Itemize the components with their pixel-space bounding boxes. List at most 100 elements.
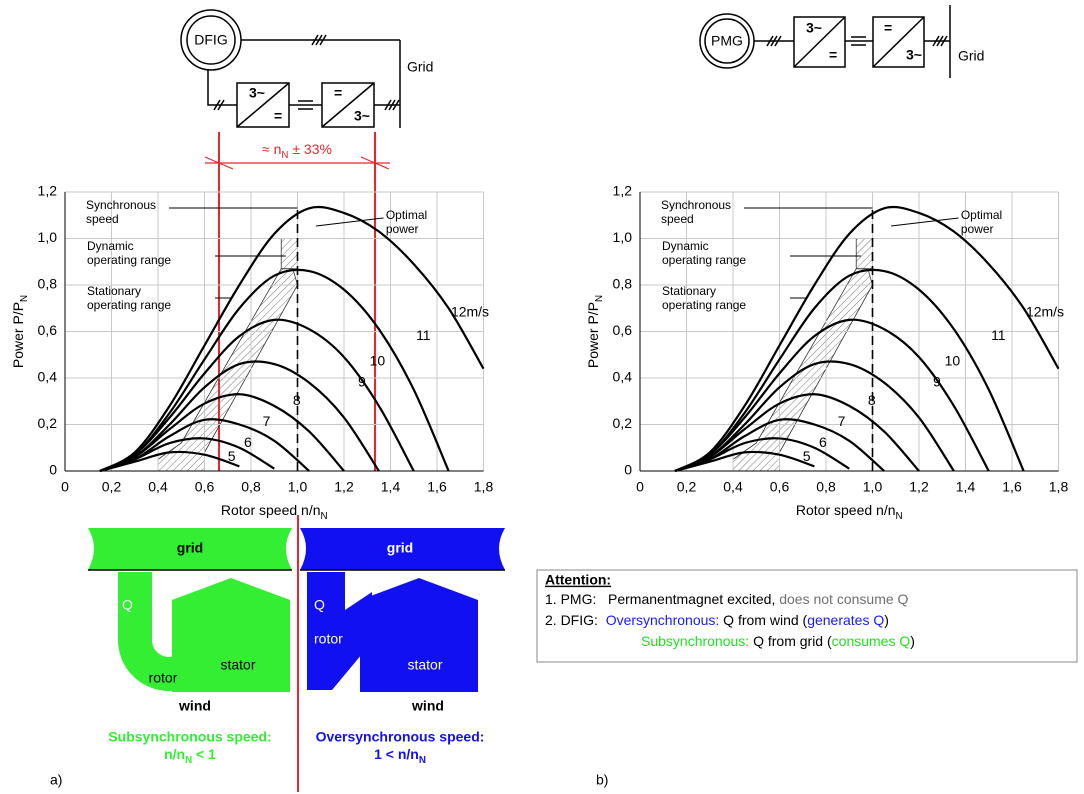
rotor-flow <box>118 572 220 691</box>
rotor-label: rotor <box>314 631 343 647</box>
attention-box <box>536 569 1078 663</box>
y-tick-label: 1,2 <box>613 183 633 199</box>
x-tick-label: 0,8 <box>816 479 836 495</box>
range-ticks <box>204 156 390 170</box>
grid-label: Grid <box>407 59 433 75</box>
y-tick-label: 0,8 <box>38 276 58 292</box>
curve-label: 12m/s <box>451 304 489 320</box>
x-tick-label: 0,6 <box>770 479 790 495</box>
attention-segment: Q from grid ( <box>749 633 832 649</box>
power-curve <box>99 268 450 473</box>
rotor-line <box>207 70 237 106</box>
subscript: N <box>896 511 903 522</box>
generator-label: PMG <box>711 33 743 49</box>
x-tick-label: 1,6 <box>1002 479 1022 495</box>
stator-label: stator <box>407 657 442 673</box>
attention-line: Subsynchronous: Q from grid (consumes Q) <box>641 633 915 649</box>
converter-box <box>793 16 846 68</box>
power-curve <box>99 205 485 472</box>
curve-label: 10 <box>370 352 386 368</box>
x-tick-label: 0,8 <box>241 479 261 495</box>
annotation: power <box>961 222 994 236</box>
annotation: Dynamic <box>662 239 709 253</box>
annotation: Synchronous <box>661 198 731 212</box>
curve-label: 5 <box>803 448 811 464</box>
text-part: n/n <box>164 746 185 762</box>
attention-segment: does not consume Q <box>779 591 908 607</box>
x-tick-label: 1,4 <box>381 479 401 495</box>
grid-label: grid <box>387 540 413 556</box>
x-tick-label: 0 <box>636 479 644 495</box>
attention-segment: Subsynchronous: <box>641 633 749 649</box>
generator-inner <box>704 18 750 64</box>
grid-band <box>88 528 292 570</box>
annotation: operating range <box>662 298 746 312</box>
annotation: Dynamic <box>87 239 134 253</box>
oversynchronous-diagram <box>300 528 505 692</box>
subscript: N <box>594 295 605 302</box>
converter-label: = <box>829 47 837 63</box>
grid-band <box>300 528 505 570</box>
attention-segment: 1. PMG: Permanentmagnet excited, <box>545 591 779 607</box>
attention-segment: generates Q <box>807 612 884 628</box>
curve-label: 11 <box>416 327 431 343</box>
x-tick-label: 0 <box>61 479 69 495</box>
subscript: N <box>321 511 328 522</box>
power-chart: 0 0,2 0,4 0,6 0,8 1,0 1,2 0 0,2 0,4 0,6 0,8 1,0 1,2 1,… <box>585 183 1069 522</box>
y-tick-label: 1,0 <box>613 229 633 245</box>
attention-segment: 2. DFIG: <box>545 612 606 628</box>
y-tick-label: 1,0 <box>38 229 58 245</box>
curve-label: 8 <box>293 392 301 408</box>
q-label: Q <box>122 597 133 613</box>
stator-label: stator <box>220 657 255 673</box>
text-part: ≈ n <box>262 141 281 157</box>
y-tick-label: 0,6 <box>613 322 633 338</box>
stator-flow <box>360 578 478 692</box>
converter-box <box>872 16 925 68</box>
annotation: Stationary <box>87 284 141 298</box>
subscript: N <box>185 755 192 766</box>
converter-diagonal <box>872 16 925 68</box>
power-curve <box>674 268 1025 473</box>
y-tick-label: 0,4 <box>613 369 633 385</box>
curve-label: 7 <box>263 413 271 429</box>
annotation: Stationary <box>662 284 716 298</box>
attention-segment: ) <box>884 612 889 628</box>
x-tick-label: 0,4 <box>723 479 743 495</box>
annotation: Optimal <box>961 208 1002 222</box>
x-axis-label: Rotor speed n/nN <box>796 502 903 522</box>
speed-caption: Subsynchronous speed: <box>108 729 271 745</box>
converter-label: = <box>274 108 282 124</box>
converter-label: = <box>884 20 892 36</box>
x-tick-label: 1,0 <box>863 479 883 495</box>
x-tick-label: 1,2 <box>909 479 929 495</box>
converter-diagonal <box>321 82 375 128</box>
power-curve <box>674 360 955 473</box>
text-part: Power P/P <box>585 302 601 368</box>
subscript: N <box>281 150 288 161</box>
attention-segment: Q from wind ( <box>719 612 807 628</box>
y-tick-label: 1,2 <box>38 183 58 199</box>
annotation: power <box>386 222 419 236</box>
dynamic-range <box>280 238 298 270</box>
curve-label: 11 <box>991 327 1006 343</box>
power-curve <box>674 318 990 473</box>
panel-label: a) <box>50 772 62 788</box>
annotation: operating range <box>87 298 171 312</box>
x-tick-label: 1,8 <box>1049 479 1069 495</box>
x-tick-label: 1,6 <box>427 479 447 495</box>
text-part: ± 33% <box>288 141 331 157</box>
curve-label: 5 <box>228 448 236 464</box>
x-tick-label: 0,6 <box>195 479 215 495</box>
text-part: 1 < n/n <box>374 746 419 762</box>
x-axis-label: Rotor speed n/nN <box>221 502 328 522</box>
attention-segment: consumes Q <box>832 633 911 649</box>
leader-line <box>891 217 959 227</box>
converter-label: = <box>334 85 342 101</box>
curve-label: 12m/s <box>1026 304 1064 320</box>
x-tick-label: 0,2 <box>102 479 122 495</box>
x-tick-label: 1,4 <box>956 479 976 495</box>
dfig-diagram <box>180 9 401 128</box>
attention-line: 2. DFIG: Oversynchronous: Q from wind (g… <box>545 612 889 628</box>
curve-label: 7 <box>838 413 846 429</box>
